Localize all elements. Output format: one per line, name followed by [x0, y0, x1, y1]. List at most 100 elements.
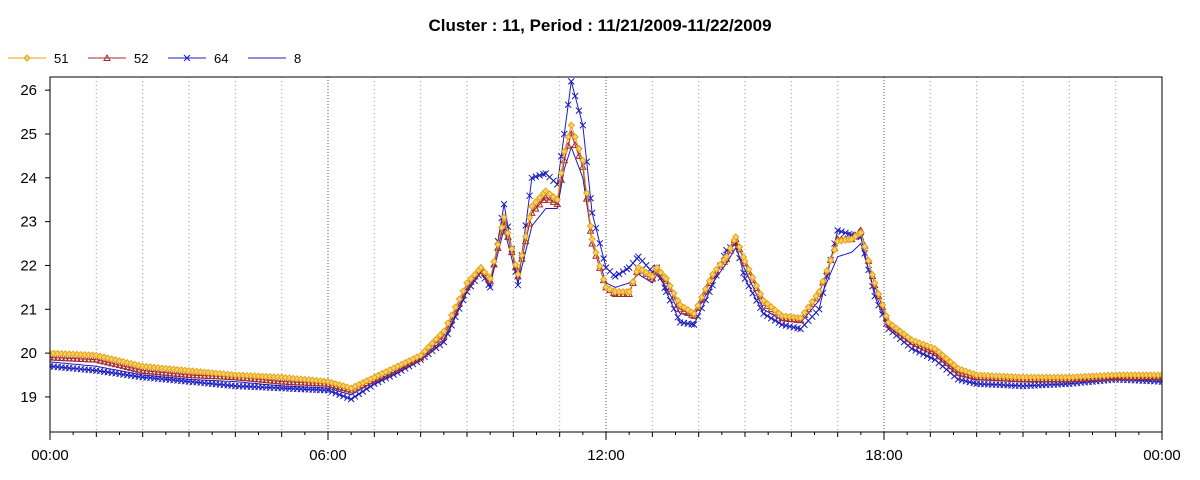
data-point-marker: [892, 324, 901, 332]
data-point-marker: [690, 321, 698, 328]
data-point-marker: [588, 235, 596, 243]
data-point-marker: [216, 372, 224, 380]
data-point-marker: [1171, 380, 1177, 386]
data-point-marker: [540, 170, 547, 178]
data-point-marker: [935, 348, 943, 356]
data-point-marker: [954, 376, 962, 383]
data-point-marker: [653, 263, 661, 272]
data-point-marker: [860, 242, 869, 251]
data-point-marker: [65, 354, 74, 362]
series-64: [50, 78, 1193, 413]
data-point-marker: [69, 354, 78, 362]
y-tick-label: 22: [20, 257, 37, 274]
data-point-marker: [815, 288, 823, 296]
data-point-marker: [254, 375, 263, 383]
data-point-marker: [347, 395, 355, 403]
data-point-marker: [173, 369, 182, 377]
data-point-marker: [497, 227, 506, 235]
data-point-marker: [874, 290, 883, 298]
data-point-marker: [674, 313, 682, 321]
data-point-marker: [657, 268, 665, 276]
data-point-marker: [103, 53, 111, 61]
legend-item-51: 51: [8, 51, 68, 66]
data-point-marker: [192, 371, 201, 379]
data-point-marker: [517, 254, 526, 262]
data-point-marker: [1158, 371, 1162, 379]
data-point-marker: [592, 251, 600, 259]
data-point-marker: [57, 353, 66, 362]
data-point-marker: [625, 288, 633, 296]
data-point-marker: [100, 353, 108, 361]
data-point-marker: [177, 370, 186, 378]
data-point-marker: [642, 268, 650, 277]
legend-item-52: 52: [88, 51, 148, 66]
data-point-marker: [599, 275, 608, 284]
data-point-marker: [567, 78, 575, 85]
data-point-marker: [1187, 407, 1193, 413]
data-point-marker: [328, 388, 336, 396]
data-point-marker: [23, 54, 31, 62]
data-point-marker: [782, 322, 790, 329]
y-tick-label: 20: [20, 345, 37, 362]
data-point-marker: [767, 314, 775, 322]
data-point-marker: [582, 189, 591, 197]
data-point-marker: [600, 255, 608, 262]
data-point-marker: [297, 378, 305, 386]
data-point-marker: [514, 281, 522, 289]
data-point-marker: [606, 285, 614, 293]
data-point-marker: [343, 394, 351, 402]
data-point-marker: [864, 256, 873, 265]
data-point-marker: [183, 54, 191, 62]
data-point-marker: [908, 336, 916, 344]
data-point-marker: [158, 368, 166, 376]
data-point-marker: [942, 354, 951, 363]
data-point-marker: [308, 379, 317, 387]
data-point-marker: [189, 371, 197, 379]
data-point-marker: [115, 361, 124, 369]
data-point-marker: [670, 289, 678, 297]
x-tick-label: 18:00: [865, 447, 903, 464]
data-point-marker: [662, 274, 670, 283]
data-point-marker: [440, 327, 448, 335]
data-point-marker: [1191, 404, 1197, 410]
data-point-marker: [200, 371, 209, 379]
data-point-marker: [73, 354, 81, 362]
data-point-marker: [586, 226, 595, 234]
data-point-marker: [878, 301, 887, 309]
data-point-marker: [619, 268, 627, 275]
y-tick-label: 26: [20, 82, 37, 99]
data-point-marker: [316, 379, 325, 387]
data-point-marker: [690, 309, 698, 318]
data-point-marker: [169, 369, 178, 377]
data-point-marker: [830, 246, 839, 254]
data-point-marker: [420, 349, 429, 357]
data-point-marker: [1173, 381, 1179, 387]
data-point-marker: [838, 228, 845, 235]
data-point-marker: [1195, 408, 1200, 414]
data-point-marker: [490, 257, 498, 266]
data-point-marker: [592, 248, 600, 257]
data-point-marker: [815, 305, 823, 313]
data-point-marker: [553, 196, 562, 204]
data-point-marker: [127, 363, 135, 371]
data-point-marker: [1173, 376, 1179, 382]
data-point-marker: [532, 198, 540, 206]
data-point-marker: [567, 121, 575, 129]
data-point-marker: [688, 320, 696, 328]
data-point-marker: [138, 366, 147, 374]
data-point-marker: [722, 252, 731, 261]
data-point-marker: [564, 141, 573, 149]
data-point-marker: [53, 353, 62, 361]
data-point-marker: [760, 310, 767, 318]
data-point-marker: [61, 354, 70, 362]
data-point-marker: [436, 331, 444, 339]
data-point-marker: [355, 390, 363, 398]
grid: [95, 77, 1117, 432]
data-point-marker: [629, 278, 637, 286]
x-tick-label: 00:00: [31, 447, 69, 464]
y-tick-label: 25: [20, 126, 37, 143]
data-point-marker: [564, 133, 572, 141]
data-point-marker: [757, 304, 764, 312]
data-point-marker: [648, 272, 657, 281]
